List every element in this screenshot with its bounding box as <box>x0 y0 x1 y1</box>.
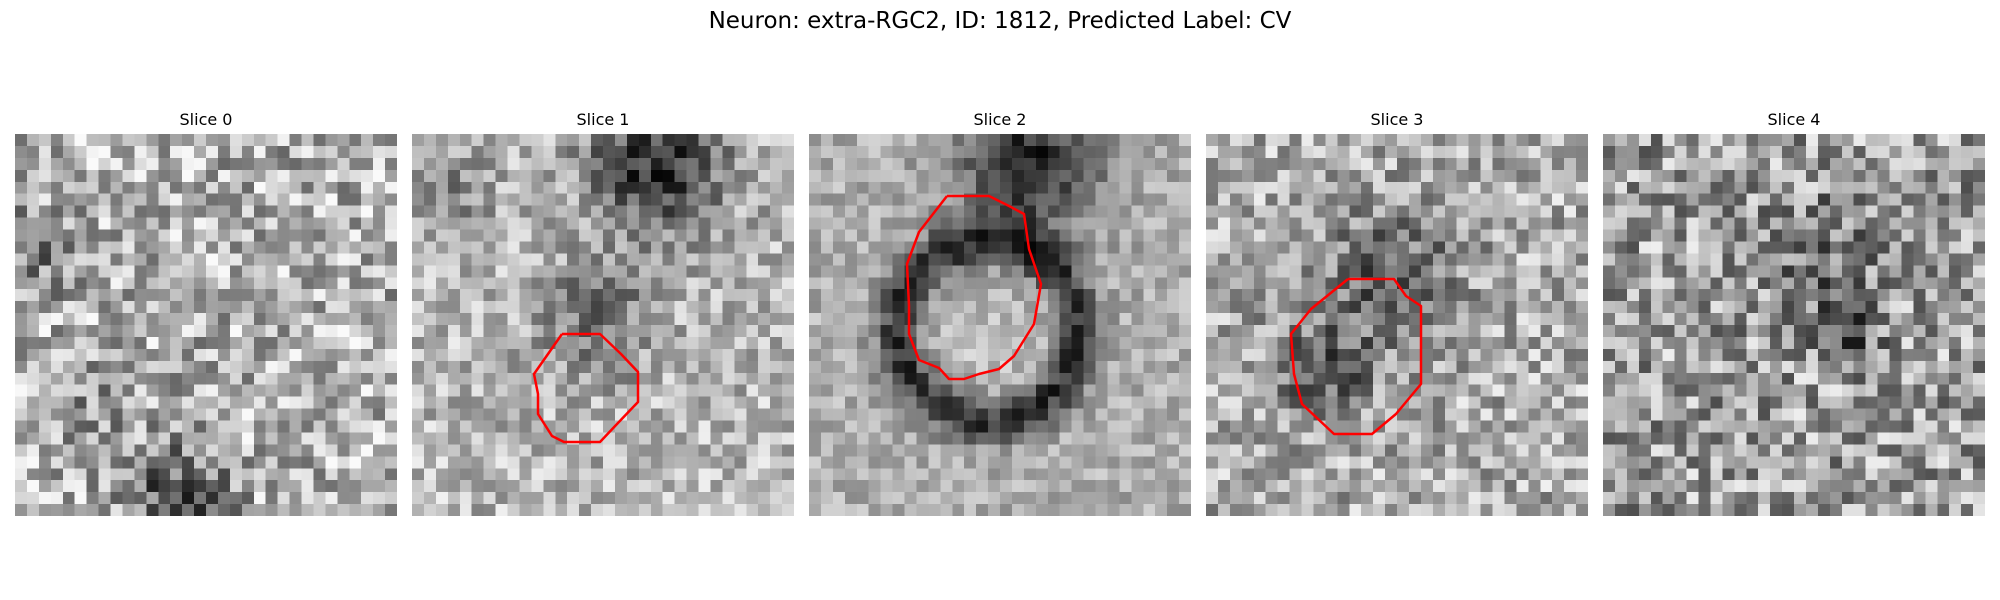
slice-image <box>809 134 1191 516</box>
slice-panel-1: Slice 1 <box>412 110 794 516</box>
grayscale-pixels <box>412 134 794 516</box>
grayscale-pixels <box>1603 134 1985 516</box>
slice-panel-2: Slice 2 <box>809 110 1191 516</box>
grayscale-pixels <box>809 134 1191 516</box>
grayscale-pixels <box>1206 134 1588 516</box>
segmentation-contour <box>905 194 1043 381</box>
figure-title: Neuron: extra-RGC2, ID: 1812, Predicted … <box>708 8 1292 34</box>
slice-image <box>412 134 794 516</box>
slice-title: Slice 2 <box>973 110 1027 129</box>
slice-title: Slice 1 <box>576 110 630 129</box>
segmentation-contour <box>1289 277 1423 436</box>
slice-image <box>15 134 397 516</box>
slice-title: Slice 4 <box>1767 110 1821 129</box>
slice-image <box>1603 134 1985 516</box>
slice-panel-4: Slice 4 <box>1603 110 1985 516</box>
grayscale-pixels <box>15 134 397 516</box>
slice-title: Slice 3 <box>1370 110 1424 129</box>
slice-title: Slice 0 <box>179 110 233 129</box>
slice-panel-0: Slice 0 <box>15 110 397 516</box>
slice-image <box>1206 134 1588 516</box>
slice-panel-3: Slice 3 <box>1206 110 1588 516</box>
segmentation-contour <box>532 332 640 444</box>
